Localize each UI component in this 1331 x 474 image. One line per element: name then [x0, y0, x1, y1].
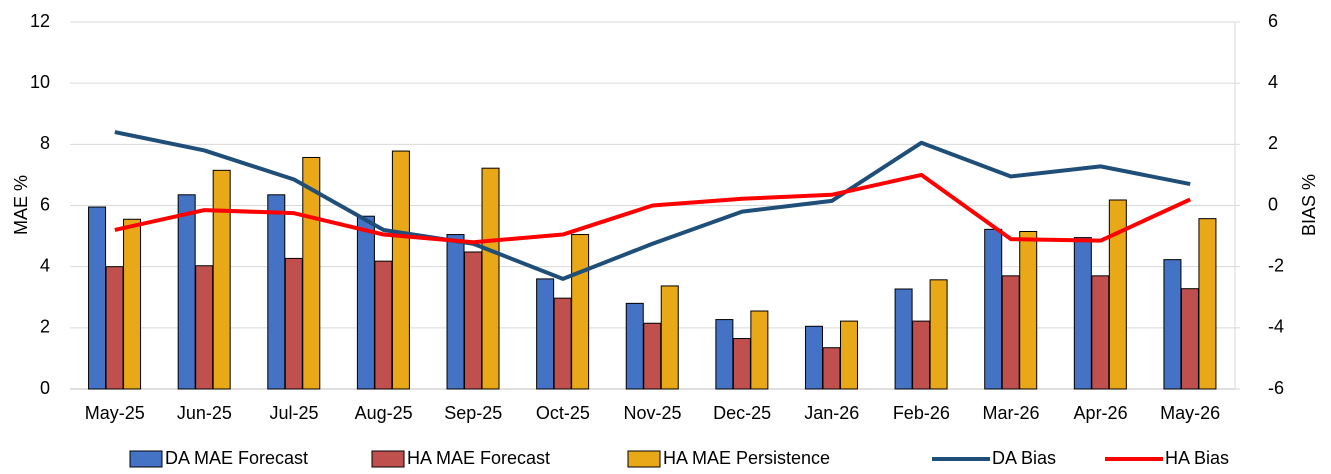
bar: [1091, 275, 1110, 390]
x-tick-label: Jan-26: [804, 403, 859, 423]
y2-tick-label: 0: [1268, 194, 1278, 214]
y2-tick-label: -4: [1268, 317, 1284, 337]
x-tick-label: May-26: [1160, 403, 1220, 423]
bar: [356, 215, 375, 390]
legend-label: HA Bias: [1165, 448, 1229, 468]
x-tick-label: May-25: [85, 403, 145, 423]
bar: [464, 251, 483, 390]
y-tick-label: 8: [40, 133, 50, 153]
legend-label: HA MAE Persistence: [663, 448, 830, 468]
bar: [391, 150, 410, 390]
y-tick-label: 10: [30, 72, 50, 92]
y-tick-label: 12: [30, 11, 50, 31]
legend-swatch: [627, 450, 661, 468]
legend-label: HA MAE Forecast: [407, 448, 550, 468]
bar: [912, 320, 931, 390]
bar: [374, 260, 393, 390]
y2-tick-label: -6: [1268, 378, 1284, 398]
bar: [446, 234, 465, 390]
bar: [212, 169, 231, 390]
bar: [267, 194, 286, 390]
y2-tick-label: 6: [1268, 11, 1278, 31]
bar: [571, 234, 590, 390]
bar: [839, 320, 858, 390]
bar: [1019, 230, 1038, 390]
legend-label: DA MAE Forecast: [165, 448, 308, 468]
x-tick-label: Oct-25: [536, 403, 590, 423]
x-tick-label: Nov-25: [623, 403, 681, 423]
bar: [553, 297, 572, 390]
bar: [1163, 259, 1182, 390]
x-tick-label: Apr-26: [1074, 403, 1128, 423]
bar: [894, 288, 913, 390]
y-tick-label: 0: [40, 378, 50, 398]
bar: [536, 278, 555, 390]
x-tick-label: Dec-25: [713, 403, 771, 423]
bar: [195, 265, 214, 390]
line-series: [114, 130, 1191, 281]
legend-swatch: [371, 450, 405, 468]
x-tick-label: Mar-26: [982, 403, 1039, 423]
line-series: [114, 172, 1192, 245]
bar: [625, 302, 644, 390]
bar: [732, 338, 751, 390]
bar: [715, 319, 734, 390]
legend-swatch: [129, 450, 163, 468]
bar: [660, 285, 679, 390]
bar: [1198, 218, 1217, 390]
x-tick-label: Sep-25: [444, 403, 502, 423]
bar: [481, 167, 500, 390]
bar: [804, 325, 823, 390]
bar: [1001, 275, 1020, 390]
legend-label: DA Bias: [992, 448, 1056, 468]
y-tick-label: 6: [40, 194, 50, 214]
bar: [105, 266, 124, 390]
y-tick-label: 2: [40, 317, 50, 337]
x-tick-label: Jul-25: [270, 403, 319, 423]
bar: [822, 347, 841, 390]
x-tick-label: Aug-25: [355, 403, 413, 423]
bar: [643, 322, 662, 390]
bar: [929, 279, 948, 390]
x-tick-label: Feb-26: [893, 403, 950, 423]
bar: [1180, 288, 1199, 390]
bar: [177, 194, 196, 390]
y2-tick-label: -2: [1268, 255, 1284, 275]
bar: [123, 218, 142, 390]
bar: [88, 206, 107, 390]
y2-tick-label: 2: [1268, 133, 1278, 153]
y-axis-title: MAE %: [11, 175, 31, 235]
y2-tick-label: 4: [1268, 72, 1278, 92]
bar: [750, 310, 769, 390]
bar: [1073, 237, 1092, 390]
bar: [1108, 199, 1127, 390]
y2-axis-title: BIAS %: [1299, 174, 1319, 236]
bar: [984, 228, 1003, 390]
bar: [284, 257, 303, 390]
x-tick-label: Jun-25: [177, 403, 232, 423]
y-tick-label: 4: [40, 255, 50, 275]
